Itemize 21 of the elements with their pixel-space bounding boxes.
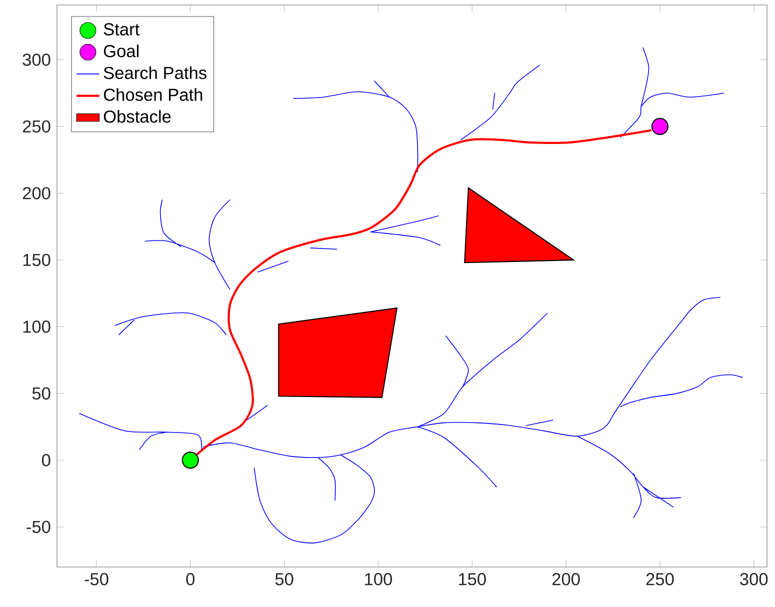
x-tick-label: 250 [646, 573, 674, 586]
y-tick-label: 200 [22, 187, 50, 200]
x-tick-label: -50 [84, 573, 108, 586]
legend-label: Search Paths [104, 66, 206, 80]
y-tick-label: 50 [32, 387, 50, 400]
y-tick-label: 300 [22, 54, 50, 66]
legend-label: Start [104, 23, 140, 36]
x-tick-label: 100 [365, 573, 392, 586]
legend-label: Obstacle [104, 110, 171, 123]
y-tick-label: 100 [23, 320, 50, 333]
y-tick-label: 250 [22, 120, 50, 133]
x-tick-label: 50 [275, 573, 294, 586]
legend-label: Goal [104, 44, 138, 58]
y-tick-label: -50 [26, 520, 50, 534]
x-tick-label: 300 [740, 573, 768, 586]
y-tick-label: 0 [42, 454, 50, 466]
legend-label: Chosen Path [104, 88, 202, 101]
x-tick-label: 150 [458, 573, 486, 586]
y-tick-label: 150 [23, 254, 50, 266]
x-tick-label: 200 [552, 573, 580, 586]
x-tick-label: 0 [186, 573, 195, 586]
